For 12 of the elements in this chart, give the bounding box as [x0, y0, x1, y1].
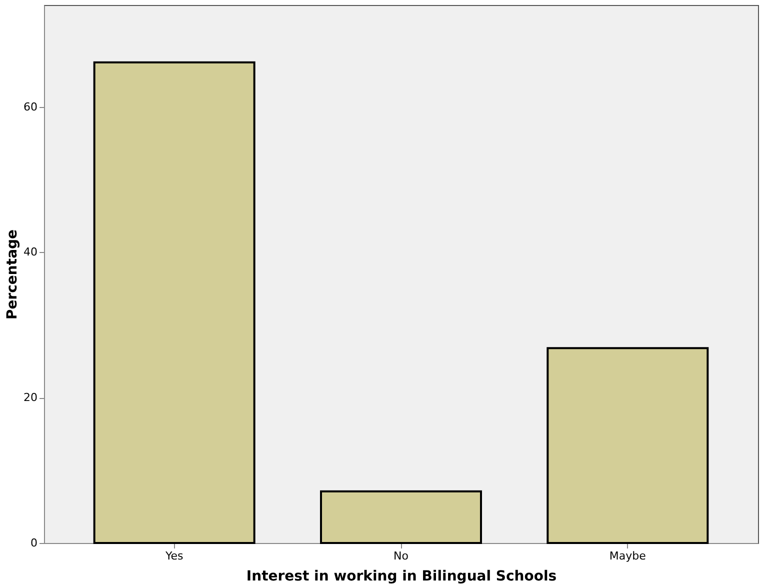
y-tick-label: 60 — [24, 100, 38, 114]
bar — [546, 347, 709, 544]
x-tick-label: Yes — [164, 550, 184, 562]
y-tick-label: 20 — [24, 391, 38, 404]
bar — [93, 61, 256, 544]
y-tick-label: 40 — [24, 246, 38, 259]
x-axis-title: Interest in working in Bilingual Schools — [246, 568, 557, 584]
bar — [320, 490, 482, 544]
x-tick-label: Maybe — [609, 550, 646, 562]
x-tick-label: No — [394, 550, 409, 562]
y-axis-title: Percentage — [4, 229, 21, 320]
y-tick-label: 0 — [30, 536, 38, 550]
